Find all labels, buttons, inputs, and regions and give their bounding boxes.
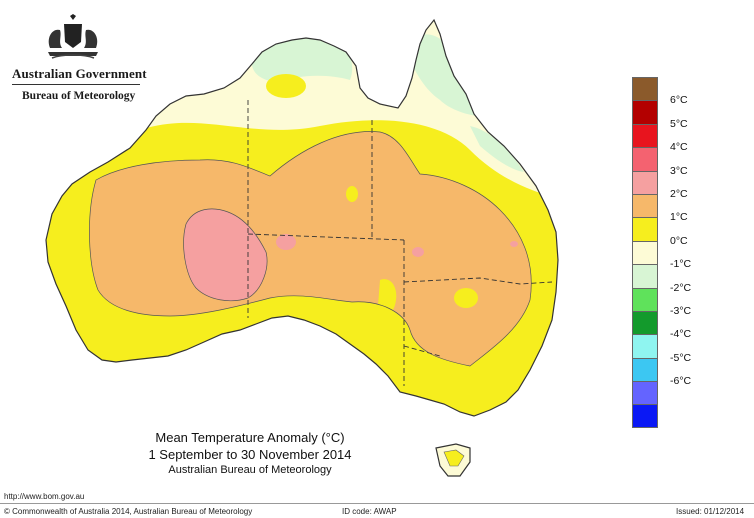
legend-swatch [632,100,658,124]
legend-swatch [632,123,658,148]
government-name: Australian Government [12,66,147,81]
legend-label: 4°C [670,141,688,154]
map-period: 1 September to 30 November 2014 [148,447,352,462]
legend-swatch [632,381,658,405]
legend-swatch [632,147,658,171]
legend-label: 6°C [670,94,688,107]
legend-label: -3°C [670,305,692,317]
legend-swatch [632,404,658,428]
map-title-block: Mean Temperature Anomaly (°C) 1 Septembe… [140,430,360,476]
legend-swatch [632,287,658,311]
coat-of-arms-icon [48,14,98,59]
issued-date-text: Issued: 01/12/2014 [676,507,745,516]
legend-swatch [632,310,658,335]
legend-label: 2°C [670,188,688,200]
legend-swatch [632,240,658,265]
header-divider [12,84,140,85]
legend-label: -1°C [670,258,692,271]
legend-label: 3°C [670,164,688,177]
map-title: Mean Temperature Anomaly (°C) [155,430,345,445]
copyright-text: © Commonwealth of Australia 2014, Austra… [4,507,253,516]
map-source: Australian Bureau of Meteorology [168,464,332,476]
footer-divider [0,503,754,504]
legend-label: 0°C [670,234,688,247]
legend-label: -6°C [670,375,692,388]
legend-label: 1°C [670,211,688,224]
legend-label: -4°C [670,328,692,341]
legend-swatch [632,264,658,288]
color-scale-legend [632,77,660,428]
bureau-name: Bureau of Meteorology [22,90,136,102]
legend-swatch [632,334,658,358]
legend-swatch [632,170,658,194]
legend-swatch [632,193,658,218]
legend-swatch [632,357,658,382]
legend-swatch [632,217,658,241]
website-link[interactable]: http://www.bom.gov.au [4,492,85,501]
legend-label: -2°C [670,281,692,294]
legend-label: 5°C [670,117,688,130]
legend-swatch [632,77,658,101]
id-code-text: ID code: AWAP [342,507,397,516]
legend-label: -5°C [670,351,692,364]
